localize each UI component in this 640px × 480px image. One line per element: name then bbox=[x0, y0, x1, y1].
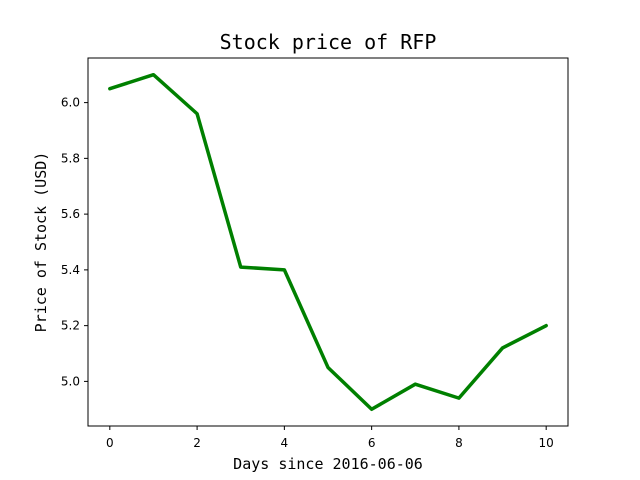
series-line bbox=[108, 72, 548, 412]
x-tick-label: 10 bbox=[539, 436, 554, 450]
x-axis-label: Days since 2016-06-06 bbox=[233, 455, 423, 473]
y-tick-label: 5.4 bbox=[61, 263, 80, 277]
x-axis: 0 2 4 6 8 10 bbox=[106, 426, 554, 450]
chart-title: Stock price of RFP bbox=[220, 30, 437, 54]
x-tick-label: 6 bbox=[368, 436, 376, 450]
x-tick-label: 4 bbox=[281, 436, 289, 450]
y-axis-label: Price of Stock (USD) bbox=[32, 152, 50, 333]
x-tick-label: 2 bbox=[193, 436, 201, 450]
y-tick-label: 5.2 bbox=[61, 319, 80, 333]
y-tick-label: 5.8 bbox=[61, 151, 80, 165]
y-axis: 5.0 5.2 5.4 5.6 5.8 6.0 bbox=[61, 96, 88, 388]
y-tick-label: 6.0 bbox=[61, 96, 80, 110]
x-tick-label: 0 bbox=[106, 436, 114, 450]
y-tick-label: 5.6 bbox=[61, 207, 80, 221]
y-tick-label: 5.0 bbox=[61, 374, 80, 388]
x-tick-label: 8 bbox=[455, 436, 463, 450]
plot-frame bbox=[87, 57, 569, 427]
plot-area: 0 2 4 6 8 10 5.0 5.2 5.4 5.6 5.8 6.0 bbox=[61, 57, 569, 450]
